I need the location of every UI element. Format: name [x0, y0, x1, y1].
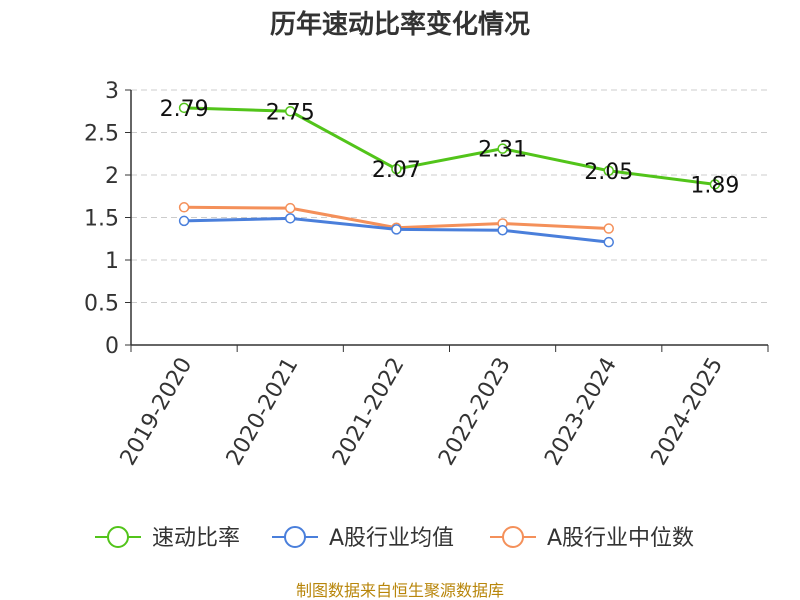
x-tick-label: 2019-2020 [116, 354, 198, 470]
data-label: 2.75 [266, 100, 315, 125]
data-point [603, 236, 614, 248]
x-tick-label: 2022-2023 [434, 354, 516, 470]
x-tick-label: 2020-2021 [222, 354, 304, 470]
data-point [285, 106, 296, 117]
y-tick-label: 2 [105, 164, 119, 189]
data-point [497, 143, 508, 154]
chart-title: 历年速动比率变化情况 [270, 9, 530, 40]
data-point [285, 202, 296, 214]
series-line-0 [184, 106, 716, 186]
data-label: 1.89 [690, 173, 739, 198]
legend-label: A股行业均值 [329, 526, 454, 551]
x-tick-label: 2024-2025 [647, 354, 729, 470]
data-label: 2.79 [160, 97, 209, 122]
y-tick-label: 1.5 [84, 207, 119, 232]
x-tick-label: 2021-2022 [328, 353, 410, 469]
y-tick-label: 3 [105, 79, 119, 104]
data-point [603, 165, 614, 176]
y-tick-label: 2.5 [84, 122, 119, 147]
data-point [709, 179, 721, 190]
legend-marker [284, 526, 306, 548]
data-point [391, 224, 402, 235]
y-tick-label: 0 [105, 334, 119, 359]
data-point [178, 202, 190, 213]
data-label: 2.07 [372, 158, 421, 183]
axes: 0 0.5 1 1.5 2 2.5 3 2019-2020 2020-2021 2021-2022… [84, 79, 769, 470]
data-labels: 2.79 2.75 2.07 2.31 2.05 1.89 [160, 97, 740, 199]
x-tick-label: 2023-2024 [540, 354, 622, 470]
legend-marker [107, 526, 129, 548]
source-note: 制图数据来自恒生聚源数据库 [296, 581, 504, 600]
y-tick-label: 1 [105, 249, 119, 274]
data-label: 2.05 [584, 160, 633, 185]
data-point [178, 102, 190, 114]
data-point [497, 225, 508, 236]
data-point [285, 213, 296, 224]
legend-label: 速动比率 [152, 526, 240, 551]
series-group [178, 102, 721, 248]
legend-label: A股行业中位数 [547, 526, 694, 551]
data-label: 2.31 [478, 138, 527, 163]
legend-marker [502, 526, 524, 548]
data-point [603, 223, 614, 234]
grid [131, 89, 768, 303]
legend: 速动比率 A股行业均值 A股行业中位数 [95, 526, 694, 551]
data-point [391, 163, 402, 175]
data-point [178, 215, 190, 227]
y-tick-label: 0.5 [84, 292, 119, 317]
